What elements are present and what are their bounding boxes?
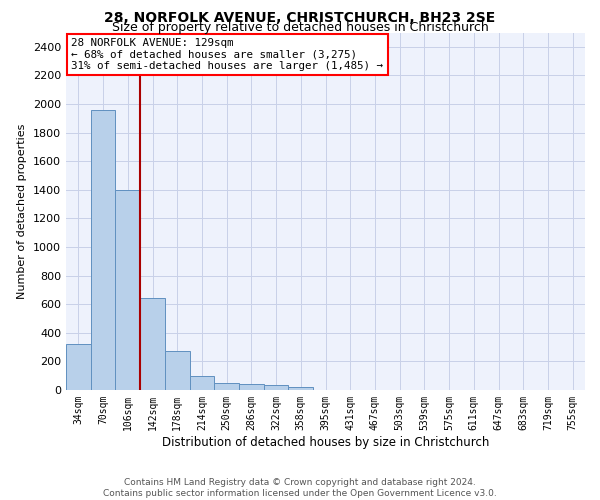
- Text: Size of property relative to detached houses in Christchurch: Size of property relative to detached ho…: [112, 22, 488, 35]
- Bar: [115, 190, 140, 390]
- Text: 28, NORFOLK AVENUE, CHRISTCHURCH, BH23 2SE: 28, NORFOLK AVENUE, CHRISTCHURCH, BH23 2…: [104, 11, 496, 25]
- Text: Contains HM Land Registry data © Crown copyright and database right 2024.
Contai: Contains HM Land Registry data © Crown c…: [103, 478, 497, 498]
- Bar: [214, 384, 239, 390]
- Text: 28 NORFOLK AVENUE: 129sqm
← 68% of detached houses are smaller (3,275)
31% of se: 28 NORFOLK AVENUE: 129sqm ← 68% of detac…: [71, 38, 383, 71]
- Bar: [91, 110, 115, 390]
- Bar: [165, 352, 190, 390]
- Y-axis label: Number of detached properties: Number of detached properties: [17, 124, 28, 299]
- Bar: [264, 384, 289, 390]
- Bar: [190, 376, 214, 390]
- Bar: [66, 344, 91, 390]
- Bar: [289, 387, 313, 390]
- X-axis label: Distribution of detached houses by size in Christchurch: Distribution of detached houses by size …: [162, 436, 489, 448]
- Bar: [239, 384, 264, 390]
- Bar: [140, 298, 165, 390]
